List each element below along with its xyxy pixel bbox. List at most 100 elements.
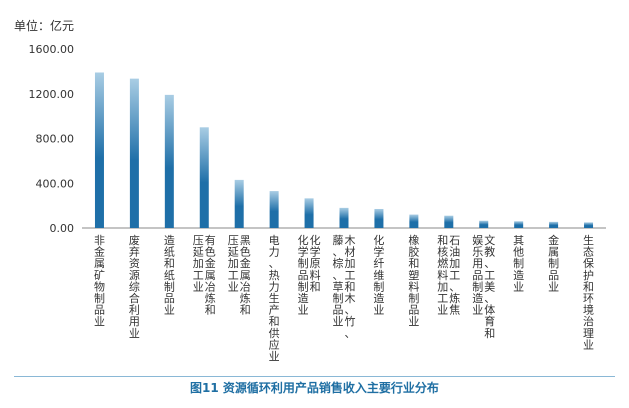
svg-text:保: 保 [583, 256, 594, 270]
svg-text:品: 品 [333, 304, 344, 317]
svg-text:品: 品 [408, 304, 419, 317]
svg-text:属: 属 [94, 257, 105, 270]
svg-text:资: 资 [129, 257, 140, 270]
svg-text:炼: 炼 [205, 291, 216, 305]
svg-text:金: 金 [205, 256, 216, 270]
svg-text:金: 金 [548, 233, 559, 247]
svg-text:炼: 炼 [449, 291, 460, 305]
svg-text:压: 压 [193, 234, 204, 247]
svg-text:其: 其 [513, 234, 524, 247]
svg-text:制: 制 [298, 257, 309, 270]
svg-text:品: 品 [548, 269, 559, 282]
svg-text:用: 用 [472, 257, 483, 270]
svg-text:工: 工 [437, 292, 448, 305]
svg-text:业: 业 [129, 327, 140, 340]
svg-text:、: 、 [449, 280, 460, 293]
svg-text:体: 体 [484, 303, 495, 317]
svg-text:、: 、 [333, 246, 344, 259]
svg-text:和: 和 [310, 280, 321, 293]
svg-text:造: 造 [164, 233, 175, 247]
svg-text:品: 品 [94, 304, 105, 317]
svg-text:制: 制 [548, 257, 559, 270]
svg-text:炼: 炼 [240, 291, 251, 305]
svg-text:理: 理 [583, 327, 594, 340]
bar [514, 221, 524, 228]
svg-text:态: 态 [583, 246, 594, 259]
svg-text:、: 、 [345, 327, 356, 340]
svg-text:造: 造 [513, 268, 524, 282]
svg-text:境: 境 [583, 303, 594, 317]
svg-text:、: 、 [484, 292, 495, 305]
svg-text:生: 生 [269, 291, 280, 305]
svg-text:业: 业 [228, 280, 239, 293]
svg-text:业: 业 [94, 315, 105, 328]
bar [409, 214, 419, 228]
svg-text:品: 品 [472, 269, 483, 282]
svg-text:焦: 焦 [449, 304, 460, 317]
svg-text:合: 合 [129, 291, 140, 305]
svg-text:工: 工 [193, 269, 204, 282]
svg-text:和: 和 [345, 280, 356, 293]
svg-text:延: 延 [193, 246, 204, 259]
bar [94, 72, 104, 229]
svg-text:源: 源 [129, 268, 140, 282]
svg-text:金: 金 [94, 245, 105, 259]
bar [444, 215, 454, 228]
svg-text:和: 和 [408, 257, 419, 270]
svg-text:娱: 娱 [472, 233, 483, 247]
svg-text:美: 美 [484, 280, 495, 293]
svg-text:纤: 纤 [373, 257, 384, 270]
svg-text:育: 育 [484, 314, 495, 328]
bar [374, 208, 384, 228]
bar [584, 222, 594, 228]
svg-text:业: 业 [164, 304, 175, 317]
svg-text:业: 业 [548, 280, 559, 293]
svg-text:料: 料 [408, 279, 419, 293]
svg-text:纸: 纸 [164, 246, 175, 259]
svg-text:金: 金 [240, 256, 251, 270]
bar [549, 221, 559, 228]
svg-text:造: 造 [472, 291, 483, 305]
svg-text:生: 生 [583, 233, 594, 247]
bar [199, 127, 209, 228]
svg-text:业: 业 [437, 304, 448, 317]
svg-text:业: 业 [269, 350, 280, 363]
svg-text:料: 料 [310, 268, 321, 282]
bar [339, 207, 349, 228]
svg-text:制: 制 [472, 280, 483, 293]
svg-text:加: 加 [449, 257, 460, 270]
svg-text:和: 和 [164, 257, 175, 270]
svg-text:应: 应 [269, 337, 280, 351]
svg-text:电: 电 [269, 234, 280, 247]
svg-text:品: 品 [164, 292, 175, 305]
svg-text:学: 学 [373, 245, 384, 259]
svg-text:业: 业 [583, 338, 594, 351]
svg-text:制: 制 [333, 292, 344, 305]
svg-text:弃: 弃 [129, 245, 140, 259]
svg-text:延: 延 [228, 246, 239, 259]
svg-text:热: 热 [269, 269, 280, 282]
svg-text:业: 业 [408, 315, 419, 328]
svg-text:、: 、 [345, 304, 356, 317]
svg-text:维: 维 [373, 269, 384, 282]
svg-text:草: 草 [333, 280, 344, 293]
svg-text:制: 制 [298, 280, 309, 293]
svg-text:料: 料 [437, 268, 448, 282]
svg-text:工: 工 [449, 269, 460, 282]
svg-text:原: 原 [310, 257, 321, 270]
svg-text:教: 教 [484, 246, 495, 259]
svg-text:压: 压 [228, 234, 239, 247]
svg-text:制: 制 [513, 257, 524, 270]
svg-text:冶: 冶 [240, 279, 251, 293]
bar [479, 220, 489, 228]
svg-text:制: 制 [408, 292, 419, 305]
svg-text:化: 化 [373, 233, 384, 247]
